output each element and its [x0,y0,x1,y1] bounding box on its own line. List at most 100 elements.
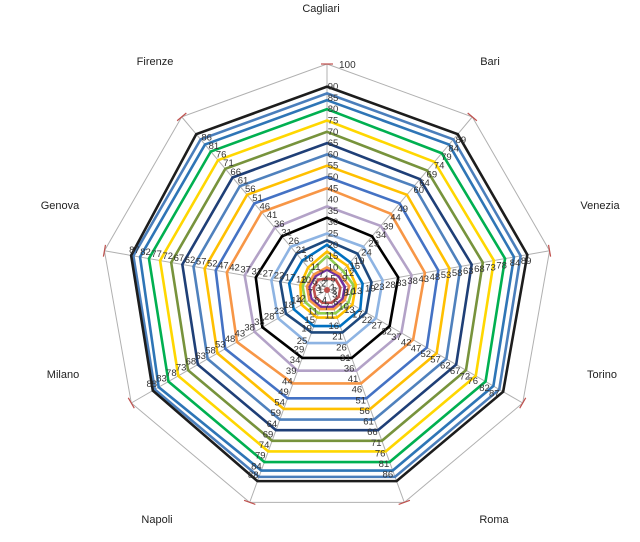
data-label-roma-10: 36 [344,364,355,375]
data-label-genova-11: 32 [252,267,263,278]
data-label-venezia-9: 43 [418,274,429,285]
data-label-bari-12: 24 [361,247,372,258]
data-label-cagliari-12: 30 [328,217,339,228]
data-label-napoli-0: 88 [248,470,259,481]
data-label-cagliari-14: 20 [328,240,339,251]
data-label-cagliari-11: 35 [328,206,339,217]
data-label-genova-4: 67 [174,253,185,264]
data-label-firenze-15: 11 [311,262,321,273]
data-label-bari-15: 12 [344,268,355,279]
data-label-firenze-1: 81 [209,141,220,152]
data-label-roma-13: 21 [332,332,343,343]
data-label-firenze-10: 36 [274,219,285,230]
data-label-venezia-7: 53 [441,270,452,281]
data-label-bari-13: 19 [354,256,365,267]
data-label-torino-2: 76 [467,376,478,387]
data-label-venezia-12: 28 [385,280,396,291]
data-label-milano-0: 88 [146,379,157,390]
data-label-venezia-14: 19 [365,283,376,294]
data-label-napoli-4: 69 [263,429,274,440]
data-label-torino-11: 32 [381,326,392,337]
data-label-torino-6: 57 [430,355,441,366]
series-line-0 [312,277,342,305]
series-line-5 [287,243,364,328]
data-label-torino-12: 27 [372,321,383,332]
data-label-cagliari-10: 40 [328,195,339,206]
data-label-firenze-4: 66 [230,167,241,178]
data-label-milano-7: 53 [215,340,226,351]
data-label-cagliari-7: 55 [328,161,339,172]
series-line-14 [180,141,474,432]
series-line-13 [192,153,462,421]
series-line-16 [158,119,496,453]
data-label-genova-5: 62 [185,255,196,266]
data-label-venezia-5: 63 [463,266,474,277]
data-label-genova-12: 27 [263,268,274,279]
data-label-venezia-11: 33 [396,278,407,289]
axis-label-torino: Torino [587,369,617,381]
axis-end-tick-napoli [243,499,256,505]
data-label-milano-11: 33 [254,317,265,328]
series-line-9 [243,204,413,373]
data-label-roma-8: 46 [352,385,363,396]
data-label-napoli-13: 25 [297,336,308,347]
data-label-napoli-17: 6 [314,296,319,307]
axis-end-tick-venezia [547,244,552,257]
data-label-cagliari-13: 25 [328,229,339,240]
data-label-bari-0: 89 [456,135,467,146]
data-label-venezia-16: 10 [345,287,356,298]
data-label-cagliari-15: 15 [328,251,339,262]
series-line-6 [278,238,373,334]
data-label-milano-18: 3 [315,283,320,294]
data-label-firenze-3: 71 [223,158,234,169]
data-label-venezia-1: 84 [510,258,521,269]
data-label-venezia-15: 13 [352,286,363,297]
data-label-bari-8: 44 [390,213,401,224]
data-label-cagliari-16: 10 [328,262,339,273]
data-label-cagliari-3: 75 [328,116,339,127]
data-label-torino-14: 17 [352,309,363,320]
data-label-genova-2: 77 [151,249,162,260]
axis-label-napoli: Napoli [141,514,172,526]
data-label-firenze-17: 4 [323,274,328,285]
axis-end-tick-torino [519,397,527,409]
data-label-napoli-10: 39 [286,366,297,377]
data-label-roma-0: 86 [383,470,394,481]
axis-label-milano: Milano [47,369,79,381]
data-label-bari-7: 49 [397,204,408,215]
data-label-milano-6: 58 [205,345,216,356]
data-label-firenze-14: 16 [303,253,314,264]
data-label-roma-14: 16 [328,321,339,332]
data-label-napoli-15: 15 [304,315,315,326]
data-label-milano-10: 38 [244,323,255,334]
series-line-12 [203,164,451,411]
data-label-firenze-0: 86 [201,132,212,143]
series-line-8 [254,216,400,360]
data-label-venezia-10: 38 [407,276,418,287]
data-label-milano-5: 63 [195,351,206,362]
data-label-roma-17: 4 [322,296,327,307]
data-label-napoli-12: 29 [294,345,305,356]
series-line-18 [138,98,516,472]
data-label-roma-9: 41 [348,374,359,385]
data-label-bari-17: 2 [332,285,337,296]
data-label-genova-14: 17 [285,272,296,283]
axis-end-tick-roma [398,499,411,505]
data-label-torino-4: 67 [450,366,461,377]
data-label-milano-16: 12 [295,293,306,304]
data-label-roma-15: 11 [325,310,335,321]
data-label-napoli-3: 74 [259,440,270,451]
series-line-17 [147,107,507,464]
data-label-napoli-1: 84 [251,461,262,472]
data-label-roma-16: 7 [324,302,329,313]
data-label-bari-5: 64 [419,178,430,189]
data-label-cagliari-1: 85 [328,93,339,104]
data-label-milano-12: 28 [264,311,275,322]
data-label-napoli-9: 44 [282,376,293,387]
series-line-11 [214,175,440,400]
data-label-genova-3: 72 [163,251,174,262]
data-label-cagliari-5: 65 [328,138,339,149]
series-line-7 [269,232,385,345]
data-label-napoli-8: 49 [278,387,289,398]
